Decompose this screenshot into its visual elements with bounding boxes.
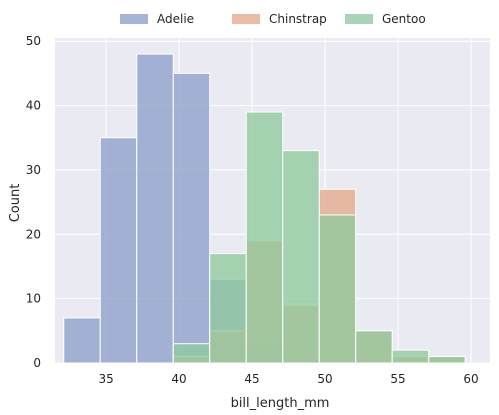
legend-label: Adelie bbox=[157, 12, 194, 26]
x-tick-label: 55 bbox=[390, 372, 405, 386]
y-tick-label: 50 bbox=[26, 34, 41, 48]
bar-adelie bbox=[63, 317, 101, 364]
bar-gentoo bbox=[391, 349, 430, 364]
legend-swatch bbox=[345, 14, 373, 24]
x-axis-ticks: 35 40 45 50 55 60 bbox=[98, 372, 478, 386]
legend-item-adelie: Adelie bbox=[120, 12, 194, 26]
bar-gentoo bbox=[355, 330, 393, 364]
legend-label: Chinstrap bbox=[269, 12, 327, 26]
bar-gentoo bbox=[318, 214, 357, 364]
y-tick-label: 40 bbox=[26, 99, 41, 113]
x-tick-label: 45 bbox=[244, 372, 259, 386]
x-tick-label: 35 bbox=[98, 372, 113, 386]
y-tick-label: 20 bbox=[26, 227, 41, 241]
bar-gentoo bbox=[172, 343, 211, 364]
bars bbox=[63, 53, 466, 364]
x-axis-label: bill_length_mm bbox=[231, 396, 330, 411]
y-axis-ticks: 0 10 20 30 40 50 bbox=[26, 34, 41, 370]
bar-adelie bbox=[172, 72, 211, 364]
y-tick-label: 0 bbox=[33, 356, 41, 370]
bar-gentoo bbox=[245, 111, 284, 364]
bar-adelie bbox=[136, 53, 174, 364]
legend-label: Gentoo bbox=[382, 12, 426, 26]
legend: Adelie Chinstrap Gentoo bbox=[120, 12, 426, 26]
y-tick-label: 10 bbox=[26, 292, 41, 306]
bar-adelie bbox=[99, 137, 138, 364]
y-axis-label: Count bbox=[8, 184, 23, 223]
legend-swatch bbox=[120, 14, 148, 24]
x-tick-label: 60 bbox=[463, 372, 478, 386]
bar-gentoo bbox=[282, 150, 320, 364]
bar-gentoo bbox=[428, 356, 466, 364]
x-tick-label: 50 bbox=[317, 372, 332, 386]
x-tick-label: 40 bbox=[171, 372, 186, 386]
legend-item-gentoo: Gentoo bbox=[345, 12, 426, 26]
legend-swatch bbox=[232, 14, 260, 24]
legend-item-chinstrap: Chinstrap bbox=[232, 12, 327, 26]
bar-gentoo bbox=[209, 253, 247, 364]
y-tick-label: 30 bbox=[26, 163, 41, 177]
